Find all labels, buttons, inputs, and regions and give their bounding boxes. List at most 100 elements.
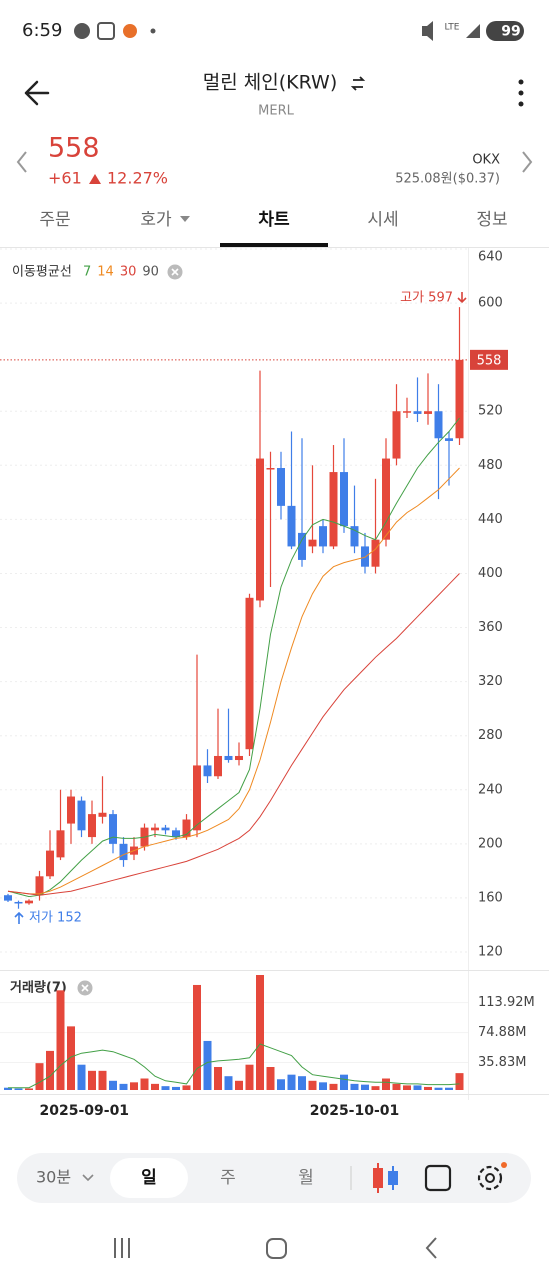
interval-dropdown xyxy=(82,1174,94,1182)
tab-active[interactable]: 차트 xyxy=(258,210,290,230)
ma-line xyxy=(7,573,460,896)
change-rate: 12.27% xyxy=(107,169,168,188)
ma-title: 이동평균선 xyxy=(12,265,72,280)
volume-bar xyxy=(56,990,65,1090)
candle-body xyxy=(329,472,338,547)
candle-body xyxy=(277,468,285,506)
candle-body xyxy=(392,411,401,459)
candle-body xyxy=(445,438,453,441)
status-time: 6:59 xyxy=(22,20,62,41)
settings-badge xyxy=(501,1162,507,1168)
high-label: 고가 597 xyxy=(400,291,453,306)
volume-bar xyxy=(434,1087,443,1090)
period[interactable]: 일 xyxy=(141,1168,157,1188)
candle-body xyxy=(308,539,317,547)
price: 558 xyxy=(48,133,100,164)
volume-bar xyxy=(308,1080,317,1090)
volume-bar xyxy=(277,1079,285,1090)
period[interactable]: 주 xyxy=(220,1168,236,1188)
candle-body xyxy=(35,876,44,896)
next-coin[interactable] xyxy=(522,151,533,173)
y-tick-label: 600 xyxy=(478,296,503,311)
dropdown-icon xyxy=(180,216,190,222)
menu[interactable] xyxy=(518,79,524,85)
volume-bar xyxy=(35,1063,44,1090)
volume-bar xyxy=(130,1082,138,1090)
volume-bar xyxy=(392,1083,401,1090)
volume-bar xyxy=(214,1067,222,1090)
status-icon xyxy=(74,23,90,39)
mute-icon xyxy=(422,21,433,41)
battery-level: 99 xyxy=(501,24,520,40)
swap-icon[interactable] xyxy=(350,76,366,91)
candle-body xyxy=(382,458,390,540)
menu xyxy=(518,101,524,107)
volume-bar xyxy=(67,1026,75,1090)
low-arrow xyxy=(14,911,24,924)
tab-indicator xyxy=(220,243,328,247)
up-triangle xyxy=(89,174,101,184)
volume-bar xyxy=(361,1084,369,1090)
volume-bar xyxy=(4,1087,12,1090)
volume-bar xyxy=(445,1087,453,1090)
status-icon xyxy=(123,24,137,38)
volume-ma-line xyxy=(8,1043,460,1089)
volume-label: 거래량(7) xyxy=(10,981,67,996)
close-indicator-x xyxy=(171,268,179,276)
volume-bar xyxy=(403,1085,411,1090)
y-tick-label: 35.83M xyxy=(478,1055,526,1070)
tab[interactable]: 주문 xyxy=(39,210,70,230)
volume-bar xyxy=(256,975,264,1090)
candle-body xyxy=(109,814,117,844)
x-tick-label: 2025-10-01 xyxy=(310,1103,400,1119)
volume-bar xyxy=(182,1085,191,1090)
y-tick-label: 200 xyxy=(478,836,503,851)
candle-body xyxy=(424,411,432,414)
candle-body xyxy=(245,597,254,750)
tab[interactable]: 호가 xyxy=(140,210,172,230)
candle-body xyxy=(4,895,12,901)
y-tick-label: 440 xyxy=(478,512,503,527)
battery xyxy=(486,21,524,41)
candle-body xyxy=(214,755,222,777)
volume-bar xyxy=(119,1083,128,1090)
tab[interactable]: 정보 xyxy=(476,210,507,230)
nav-recent[interactable] xyxy=(114,1238,130,1258)
nav-home[interactable] xyxy=(266,1238,287,1259)
candle-body xyxy=(14,901,23,904)
y-tick-label: 160 xyxy=(478,890,503,905)
fullscreen-button[interactable] xyxy=(424,1164,452,1192)
y-tick-label: 360 xyxy=(478,620,503,635)
y-tick-label: 400 xyxy=(478,566,503,581)
volume-bar xyxy=(371,1086,380,1090)
volume-bar xyxy=(350,1083,359,1090)
nav-back[interactable] xyxy=(425,1237,437,1259)
interval[interactable]: 30분 xyxy=(36,1168,71,1187)
y-tick-label: 320 xyxy=(478,674,503,689)
candle-body xyxy=(119,843,128,861)
prev-coin[interactable] xyxy=(16,151,27,173)
volume-bar xyxy=(151,1083,159,1090)
volume-bar xyxy=(329,1083,338,1090)
back-button[interactable] xyxy=(24,80,50,106)
y-tick-label: 640 xyxy=(478,250,503,265)
ma-legend-item: 7 xyxy=(83,265,91,280)
volume-bar xyxy=(203,1040,212,1090)
candle-body xyxy=(88,814,96,838)
volume-bar xyxy=(77,1064,86,1090)
candle-body xyxy=(203,765,212,777)
y-tick-label: 120 xyxy=(478,945,503,960)
ma-line xyxy=(7,417,460,898)
settings-button[interactable] xyxy=(477,1165,503,1191)
candle-type-button[interactable] xyxy=(373,1163,398,1193)
period[interactable]: 월 xyxy=(298,1168,314,1188)
ma-legend-item: 30 xyxy=(120,265,137,280)
candle-body xyxy=(340,472,348,527)
tab[interactable]: 시세 xyxy=(367,210,398,230)
y-tick-label: 480 xyxy=(478,458,503,473)
toolbar xyxy=(17,1153,531,1203)
exchange: OKX xyxy=(472,153,500,168)
y-tick-label: 74.88M xyxy=(478,1025,526,1040)
